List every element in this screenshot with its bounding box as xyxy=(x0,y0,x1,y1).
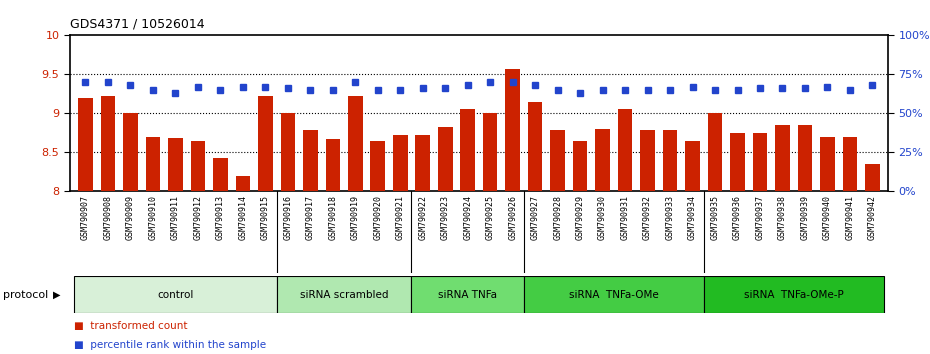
Bar xyxy=(393,135,407,191)
Bar xyxy=(258,96,272,191)
Bar xyxy=(416,135,430,191)
Bar xyxy=(798,125,812,191)
FancyBboxPatch shape xyxy=(411,276,524,313)
Text: GSM790933: GSM790933 xyxy=(666,195,674,240)
Bar xyxy=(573,141,588,191)
FancyBboxPatch shape xyxy=(524,276,704,313)
Bar xyxy=(483,113,498,191)
Text: GSM790934: GSM790934 xyxy=(688,195,698,240)
Text: GSM790926: GSM790926 xyxy=(508,195,517,240)
Bar xyxy=(685,141,700,191)
Text: GSM790924: GSM790924 xyxy=(463,195,472,240)
Bar xyxy=(776,125,790,191)
Bar xyxy=(528,102,542,191)
Bar xyxy=(708,113,723,191)
Text: siRNA  TNFa-OMe-P: siRNA TNFa-OMe-P xyxy=(744,290,844,300)
Text: GSM790938: GSM790938 xyxy=(778,195,787,240)
Text: siRNA TNFa: siRNA TNFa xyxy=(438,290,498,300)
Text: GSM790909: GSM790909 xyxy=(126,195,135,240)
Bar xyxy=(460,109,475,191)
Text: GSM790913: GSM790913 xyxy=(216,195,225,240)
Text: GSM790937: GSM790937 xyxy=(755,195,764,240)
Text: GSM790923: GSM790923 xyxy=(441,195,450,240)
Bar xyxy=(438,126,453,191)
Bar xyxy=(370,141,385,191)
Text: GSM790941: GSM790941 xyxy=(845,195,855,240)
FancyBboxPatch shape xyxy=(704,276,884,313)
Text: ■  transformed count: ■ transformed count xyxy=(74,321,188,331)
Text: GSM790930: GSM790930 xyxy=(598,195,607,240)
Bar xyxy=(640,130,655,191)
Text: GSM790932: GSM790932 xyxy=(643,195,652,240)
Bar xyxy=(752,133,767,191)
Text: GSM790921: GSM790921 xyxy=(396,195,405,240)
Bar xyxy=(551,130,565,191)
Bar xyxy=(618,109,632,191)
Text: GSM790915: GSM790915 xyxy=(260,195,270,240)
Text: GSM790925: GSM790925 xyxy=(485,195,495,240)
Bar xyxy=(326,139,340,191)
Text: GSM790918: GSM790918 xyxy=(328,195,338,240)
FancyBboxPatch shape xyxy=(276,276,411,313)
Text: GSM790910: GSM790910 xyxy=(149,195,157,240)
Text: GSM790920: GSM790920 xyxy=(373,195,382,240)
Text: GSM790907: GSM790907 xyxy=(81,195,90,240)
Bar xyxy=(303,130,318,191)
Text: GSM790931: GSM790931 xyxy=(620,195,630,240)
Bar xyxy=(505,69,520,191)
Text: GSM790922: GSM790922 xyxy=(418,195,427,240)
Bar xyxy=(595,129,610,191)
Bar xyxy=(168,138,182,191)
Text: GSM790935: GSM790935 xyxy=(711,195,720,240)
Text: GSM790914: GSM790914 xyxy=(238,195,247,240)
Bar xyxy=(191,141,206,191)
Text: GSM790912: GSM790912 xyxy=(193,195,203,240)
Bar xyxy=(663,130,677,191)
Text: ▶: ▶ xyxy=(53,290,60,300)
Text: siRNA scrambled: siRNA scrambled xyxy=(299,290,389,300)
Bar xyxy=(348,96,363,191)
Bar xyxy=(281,113,295,191)
Text: GSM790936: GSM790936 xyxy=(733,195,742,240)
Text: GSM790939: GSM790939 xyxy=(801,195,809,240)
Text: GSM790908: GSM790908 xyxy=(103,195,113,240)
Text: GSM790929: GSM790929 xyxy=(576,195,585,240)
Bar xyxy=(730,133,745,191)
Bar xyxy=(123,113,138,191)
Text: ■  percentile rank within the sample: ■ percentile rank within the sample xyxy=(74,341,267,350)
FancyBboxPatch shape xyxy=(74,276,276,313)
Text: control: control xyxy=(157,290,193,300)
Bar xyxy=(146,137,160,191)
Text: GSM790942: GSM790942 xyxy=(868,195,877,240)
Bar xyxy=(235,176,250,191)
Bar xyxy=(865,164,880,191)
Text: siRNA  TNFa-OMe: siRNA TNFa-OMe xyxy=(569,290,658,300)
Text: GSM790911: GSM790911 xyxy=(171,195,179,240)
Bar xyxy=(100,96,115,191)
Bar xyxy=(78,98,93,191)
Bar xyxy=(843,137,857,191)
Bar xyxy=(820,137,835,191)
Text: GSM790919: GSM790919 xyxy=(351,195,360,240)
Bar xyxy=(213,159,228,191)
Text: protocol: protocol xyxy=(3,290,48,300)
Text: GSM790927: GSM790927 xyxy=(531,195,539,240)
Text: GDS4371 / 10526014: GDS4371 / 10526014 xyxy=(70,17,205,30)
Text: GSM790928: GSM790928 xyxy=(553,195,562,240)
Text: GSM790917: GSM790917 xyxy=(306,195,315,240)
Text: GSM790940: GSM790940 xyxy=(823,195,832,240)
Text: GSM790916: GSM790916 xyxy=(284,195,292,240)
